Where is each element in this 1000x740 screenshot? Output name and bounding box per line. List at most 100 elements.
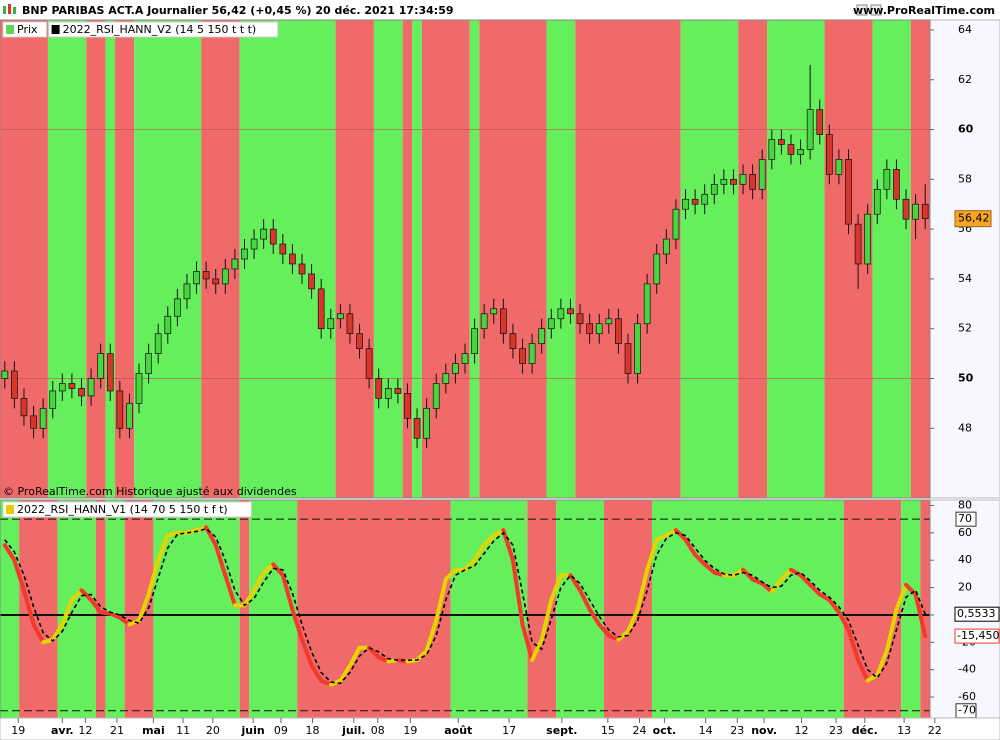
regime-band bbox=[105, 500, 125, 718]
regime-band bbox=[469, 20, 480, 498]
candle-body bbox=[289, 253, 296, 265]
candle-body bbox=[883, 169, 891, 190]
candle-body bbox=[174, 298, 181, 317]
window-buttons[interactable] bbox=[856, 4, 882, 16]
candle-body bbox=[893, 169, 900, 200]
indicator-segment bbox=[79, 588, 94, 602]
candle-body bbox=[452, 363, 459, 374]
indicator-segment bbox=[884, 607, 899, 653]
regime-band bbox=[412, 20, 422, 498]
level-label: -70 bbox=[958, 704, 976, 717]
candle-body bbox=[691, 198, 699, 205]
app-icon bbox=[3, 4, 16, 14]
y-tick-label: 20 bbox=[958, 581, 972, 594]
indicator-segment bbox=[309, 663, 324, 683]
x-tick-label: 23 bbox=[730, 724, 744, 737]
candle-body bbox=[20, 398, 28, 417]
indicator-segment bbox=[472, 543, 487, 563]
regime-band bbox=[47, 20, 87, 498]
indicator-segment bbox=[146, 558, 161, 597]
regime-band bbox=[134, 20, 202, 498]
candle-body bbox=[87, 378, 95, 397]
regime-band bbox=[373, 20, 403, 498]
candle-body bbox=[30, 415, 37, 429]
candle-body bbox=[11, 370, 18, 399]
indicator-segment bbox=[69, 588, 84, 602]
candle-body bbox=[269, 228, 277, 245]
y-tick-label: -40 bbox=[958, 663, 976, 676]
source-note: © ProRealTime.com Historique ajusté aux … bbox=[3, 485, 297, 498]
x-tick-label: 20 bbox=[206, 724, 220, 737]
indicator-segment bbox=[702, 562, 717, 575]
regime-band bbox=[843, 500, 902, 718]
legend-label[interactable]: Prix bbox=[17, 23, 38, 36]
regime-band bbox=[575, 20, 681, 498]
candle-body bbox=[164, 315, 172, 335]
candle-body bbox=[317, 288, 325, 330]
candle-body bbox=[365, 348, 373, 379]
x-tick-label: 19 bbox=[11, 724, 25, 737]
indicator-segment bbox=[673, 528, 688, 542]
candle-body bbox=[193, 271, 200, 285]
indicator-segment bbox=[89, 597, 103, 615]
y-tick-label: -60 bbox=[958, 690, 976, 703]
indicator-segment bbox=[2, 543, 17, 563]
legend-box bbox=[2, 501, 252, 518]
regime-band bbox=[105, 20, 116, 498]
candle-body bbox=[816, 109, 824, 135]
signal-line bbox=[4, 527, 926, 685]
x-tick-label: 13 bbox=[897, 724, 911, 737]
regime-band bbox=[738, 20, 768, 498]
indicator-segment bbox=[539, 597, 554, 642]
candle-body bbox=[557, 308, 565, 320]
candle-body bbox=[202, 271, 210, 280]
candle-body bbox=[384, 388, 392, 399]
candle-body bbox=[126, 403, 133, 429]
x-tick-label: 24 bbox=[632, 724, 646, 737]
x-tick-label: sept. bbox=[546, 724, 577, 737]
regime-band bbox=[872, 20, 911, 498]
candle-body bbox=[327, 318, 335, 330]
candle-body bbox=[845, 159, 852, 225]
candle-body bbox=[730, 178, 737, 185]
candle-body bbox=[490, 308, 498, 315]
indicator-segment bbox=[645, 537, 659, 572]
regime-band bbox=[57, 500, 96, 718]
candle-body bbox=[68, 383, 76, 389]
indicator-segment bbox=[510, 558, 525, 627]
legend-swatch bbox=[6, 25, 14, 34]
indicator-segment bbox=[635, 567, 650, 612]
x-tick-label: 14 bbox=[699, 724, 713, 737]
candle-body bbox=[58, 383, 66, 392]
site-url[interactable]: www.ProRealTime.com bbox=[853, 4, 995, 17]
regime-band bbox=[239, 20, 336, 498]
last-price-box bbox=[954, 210, 992, 228]
candle-body bbox=[356, 333, 363, 349]
indicator-segment bbox=[280, 573, 295, 612]
x-tick-label: 15 bbox=[601, 724, 615, 737]
candle-body bbox=[864, 213, 872, 265]
indicator-segment bbox=[798, 573, 813, 587]
last-value-box bbox=[954, 628, 1000, 644]
indicator-segment bbox=[836, 610, 851, 633]
candle-body bbox=[586, 323, 593, 335]
candle-body bbox=[279, 243, 287, 255]
candle-body bbox=[672, 208, 680, 240]
candle-body bbox=[480, 313, 488, 330]
candle-body bbox=[97, 353, 105, 379]
legend-label[interactable]: 2022_RSI_HANN_V1 (14 70 5 150 t f t) bbox=[17, 503, 228, 516]
regime-band bbox=[527, 500, 557, 718]
x-tick-label: avr. bbox=[51, 724, 74, 737]
x-tick-label: août bbox=[444, 724, 472, 737]
x-tick-label: 12 bbox=[78, 724, 92, 737]
legend-label[interactable]: 2022_RSI_HANN_V2 (14 5 150 t t t) bbox=[63, 23, 257, 36]
legend-swatch bbox=[6, 505, 14, 514]
candle-body bbox=[912, 203, 919, 220]
regime-band bbox=[402, 20, 413, 498]
indicator-segment bbox=[625, 607, 640, 634]
regime-band bbox=[239, 500, 250, 718]
candle-body bbox=[442, 373, 450, 384]
header-bar bbox=[0, 0, 1000, 20]
regime-band bbox=[767, 20, 825, 498]
